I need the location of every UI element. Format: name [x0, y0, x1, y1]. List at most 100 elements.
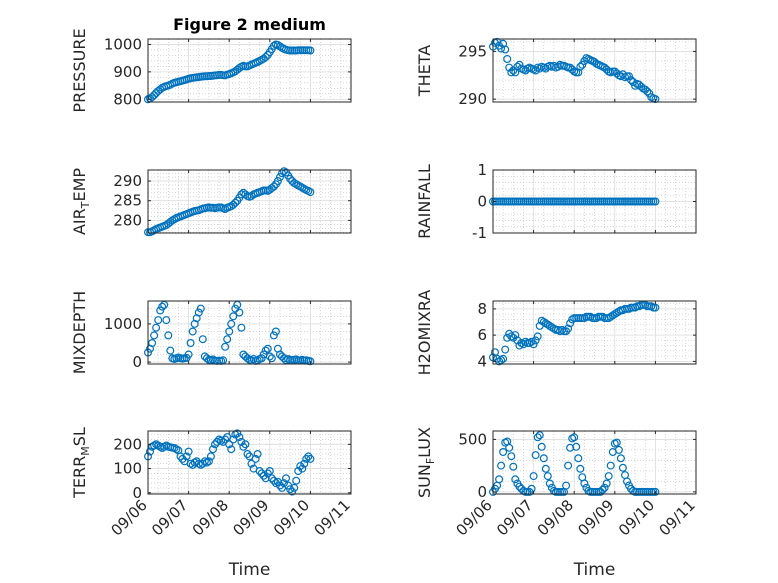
data-point	[221, 342, 230, 351]
y-tick-label: 0	[132, 484, 142, 502]
data-point	[176, 452, 185, 461]
data-point	[497, 461, 506, 470]
data-point	[146, 447, 155, 456]
data-point	[598, 485, 607, 494]
data-point	[304, 452, 313, 461]
subplot-pressure: 800 900 1000 PRESSURE Figure 2 medium	[70, 15, 352, 113]
data-point	[618, 463, 627, 472]
data-point	[196, 304, 205, 313]
data-point	[148, 93, 157, 102]
data-point	[186, 339, 195, 348]
data-point	[643, 87, 652, 96]
data-point	[602, 479, 611, 488]
data-point	[296, 462, 305, 471]
data-point	[529, 472, 538, 481]
y-tick-label: 0	[477, 483, 487, 501]
subplot-sun-flux: 0 500 SUNFLUX 09/0609/0709/0809/0909/1009/1…	[415, 427, 699, 580]
data-point	[269, 331, 278, 340]
data-point	[229, 200, 238, 209]
y-tick-label: 200	[113, 435, 142, 453]
data-point	[292, 476, 301, 485]
data-point	[535, 64, 544, 73]
y-tick-label: 290	[458, 90, 487, 108]
data-point	[298, 464, 307, 473]
x-tick-label: 09/10	[270, 496, 313, 539]
data-point	[178, 454, 187, 463]
data-point	[209, 445, 218, 454]
data-point	[261, 474, 270, 483]
y-tick-label: 4	[477, 352, 487, 370]
data-point	[286, 174, 295, 183]
data-point	[513, 336, 522, 345]
data-point	[263, 344, 272, 353]
y-axis-label: THETA	[415, 45, 434, 97]
data-point	[306, 357, 315, 366]
data-point	[276, 173, 285, 182]
data-point	[156, 85, 165, 94]
data-point	[501, 345, 510, 354]
data-point	[150, 91, 159, 100]
data-point	[302, 454, 311, 463]
subplot-h2omixra: 4 6 8 H2OMIXRA	[415, 290, 697, 375]
data-point	[247, 192, 256, 201]
data-point	[265, 467, 274, 476]
data-point	[166, 346, 175, 355]
data-point	[267, 354, 276, 363]
data-point	[576, 62, 585, 71]
data-point	[503, 333, 512, 342]
data-point	[211, 440, 220, 449]
data-point	[505, 443, 514, 452]
data-point	[184, 350, 193, 359]
axes-frame	[147, 300, 352, 365]
data-point	[531, 336, 540, 345]
data-point	[529, 340, 538, 349]
plot-area	[148, 170, 351, 233]
x-axis-label: Time	[228, 560, 271, 580]
data-point	[255, 467, 264, 476]
data-point	[194, 308, 203, 317]
data-point	[271, 327, 280, 336]
data-point	[507, 68, 516, 77]
y-tick-label: 8	[477, 300, 487, 318]
data-point	[604, 314, 613, 323]
data-point	[626, 75, 635, 84]
data-point	[535, 431, 544, 440]
data-point	[223, 335, 232, 344]
y-tick-label: 280	[113, 211, 142, 229]
data-point	[543, 320, 552, 329]
data-point	[533, 433, 542, 442]
data-point	[243, 354, 252, 363]
plot-area	[493, 301, 696, 364]
subplot-mixdepth: 0 1000 MIXDEPTH	[70, 291, 352, 374]
data-point	[247, 459, 256, 468]
data-point	[204, 457, 213, 466]
y-axis-label: MIXDEPTH	[70, 291, 89, 374]
y-tick-label: -1	[472, 224, 487, 242]
data-point	[231, 198, 240, 207]
data-point	[286, 485, 295, 494]
data-point	[221, 435, 230, 444]
data-point	[507, 452, 516, 461]
y-tick-label: 800	[113, 90, 142, 108]
data-point	[509, 462, 518, 471]
axes-frame	[492, 38, 697, 103]
data-point	[499, 354, 508, 363]
y-tick-label: 1000	[104, 35, 142, 53]
data-point	[198, 335, 207, 344]
data-point	[566, 319, 575, 328]
plot-area	[148, 301, 351, 364]
y-axis-label: AIRTEMP	[70, 168, 92, 235]
y-tick-label: 0	[477, 193, 487, 211]
subplot-theta: 290 295 THETA	[415, 37, 697, 108]
data-point	[539, 318, 548, 327]
data-point	[564, 324, 573, 333]
data-point	[543, 472, 552, 481]
data-point	[541, 319, 550, 328]
data-point	[206, 452, 215, 461]
data-point	[294, 467, 303, 476]
y-axis-label: TERRMSL	[70, 427, 92, 499]
data-point	[545, 479, 554, 488]
data-point	[515, 482, 524, 491]
subplot-rainfall: -1 0 1 RAINFALL	[415, 161, 697, 242]
data-point	[257, 469, 266, 478]
